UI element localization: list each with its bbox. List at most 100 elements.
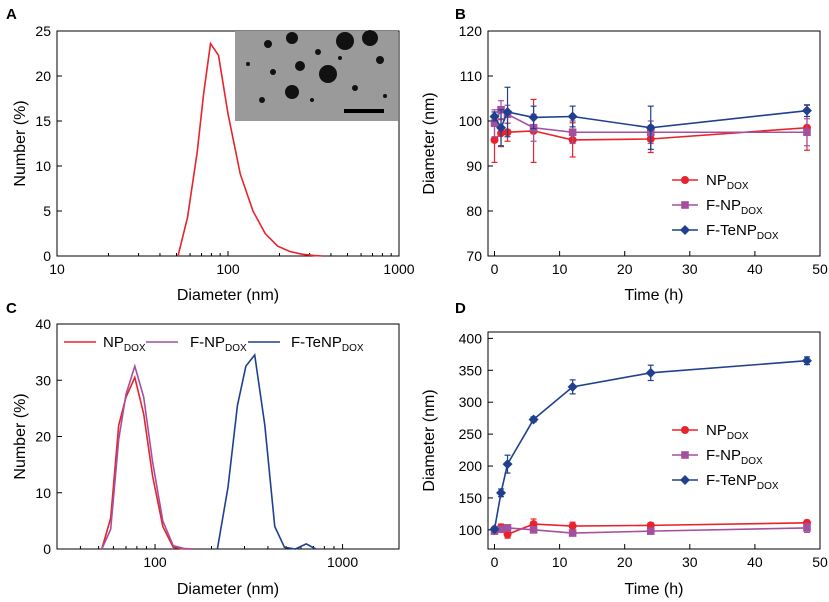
panel-letter: A — [6, 6, 17, 23]
legend-label-FTeNP: F-TeNPDOX — [706, 472, 779, 492]
tem-particle — [338, 56, 342, 60]
data-point — [528, 414, 539, 425]
y-axis-label: Diameter (nm) — [421, 92, 438, 194]
data-point — [645, 367, 656, 378]
tem-particle — [285, 85, 299, 99]
legend-marker — [681, 201, 689, 209]
y-tick-label: 0 — [43, 541, 51, 557]
series-FTeNP — [216, 352, 317, 550]
series-line — [101, 363, 194, 550]
legend-label-subscript: DOX — [727, 181, 749, 192]
data-point — [502, 107, 513, 117]
data-point — [568, 529, 577, 537]
x-tick-label: 0 — [491, 554, 499, 570]
legend-label-subscript: DOX — [225, 343, 247, 354]
tem-particle — [295, 61, 305, 71]
y-tick-label: 20 — [35, 68, 51, 84]
legend-label-subscript: DOX — [124, 343, 146, 354]
y-tick-label: 5 — [43, 203, 51, 219]
tem-particle — [383, 94, 387, 98]
tem-inset — [235, 30, 398, 121]
legend-label-name: F-TeNP — [291, 334, 342, 351]
legend-label-subscript: DOX — [342, 343, 364, 354]
x-axis-label: Diameter (nm) — [177, 287, 279, 304]
y-tick-label: 100 — [459, 113, 483, 129]
data-point — [528, 112, 539, 123]
y-tick-label: 150 — [459, 490, 483, 506]
series-NP — [177, 41, 324, 257]
data-point — [503, 524, 512, 532]
panel-B: B 0 10 20 30 40 50 70 80 90 100 110 120 Time (h) Diame… — [421, 6, 828, 304]
tem-inset-background — [235, 31, 398, 121]
y-tick-label: 0 — [43, 248, 51, 264]
y-tick-label: 40 — [35, 316, 51, 332]
data-point — [497, 525, 505, 534]
panel-A: A 10 100 1000 0 5 10 15 20 25 Diameter (nm) Number … — [6, 6, 415, 304]
tem-particle — [286, 32, 298, 44]
tem-particle — [310, 98, 314, 102]
legend: NPDOX F-NPDOX F-TeNP DOX — [672, 172, 779, 242]
data-point — [489, 111, 500, 122]
data-point — [803, 524, 811, 532]
legend-marker — [681, 426, 689, 434]
x-axis-label: Diameter (nm) — [177, 581, 279, 598]
y-tick-label: 25 — [35, 23, 51, 39]
x-axis-label: Time (h) — [625, 581, 684, 598]
y-tick-label: 10 — [35, 485, 51, 501]
data-point — [645, 122, 656, 133]
panel-letter: C — [6, 300, 17, 317]
tem-particle — [336, 32, 354, 50]
data-point — [801, 355, 812, 366]
y-axis-label: Number (%) — [12, 393, 29, 479]
data-point — [567, 111, 578, 122]
legend-marker — [680, 225, 690, 235]
data-point — [567, 381, 578, 392]
y-axis-label: Number (%) — [12, 100, 29, 186]
y-tick-label: 250 — [459, 426, 483, 442]
legend-label-name: F-TeNP — [706, 222, 757, 239]
tem-particle — [259, 97, 265, 103]
x-tick-label: 30 — [682, 261, 698, 277]
x-tick-label: 100 — [216, 261, 240, 277]
legend-label-NP: NPDOX — [706, 172, 749, 192]
legend-label-subscript: DOX — [757, 481, 779, 492]
x-tick-label: 0 — [491, 261, 499, 277]
series-line — [101, 374, 194, 550]
legend-marker — [681, 451, 689, 459]
plot-frame — [56, 323, 400, 550]
tem-particle — [319, 65, 337, 83]
x-tick-label: 10 — [552, 261, 568, 277]
y-axis-label: Diameter (nm) — [421, 389, 438, 491]
y-tick-label: 30 — [35, 372, 51, 388]
legend-label-NP: NPDOX — [706, 422, 749, 442]
series-line — [493, 359, 808, 530]
y-tick-label: 70 — [466, 248, 482, 264]
data-point — [646, 527, 655, 535]
legend-label-name: F-NP — [706, 197, 741, 214]
y-tick-label: 350 — [459, 362, 483, 378]
x-tick-label: 10 — [552, 554, 568, 570]
plot-frame — [487, 331, 821, 550]
data-point — [496, 122, 507, 133]
x-tick-label: 50 — [812, 261, 828, 277]
series-line — [177, 41, 324, 257]
x-tick-label: 1000 — [383, 261, 414, 277]
series-line — [216, 352, 317, 550]
y-tick-label: 15 — [35, 113, 51, 129]
series-FTeNP — [489, 355, 812, 535]
data-point — [490, 119, 499, 128]
y-tick-label: 10 — [35, 158, 51, 174]
x-tick-label: 40 — [747, 554, 763, 570]
data-point — [490, 135, 499, 144]
x-axis-label: Time (h) — [625, 287, 684, 304]
legend-label-name: F-NP — [190, 334, 225, 351]
series-FNP — [101, 363, 194, 550]
data-point — [496, 487, 507, 498]
panel-letter: D — [455, 300, 466, 317]
legend-label-FNP: F-NPDOX — [706, 197, 763, 217]
series-FTeNP — [489, 86, 812, 150]
tem-particle — [352, 85, 358, 91]
x-tick-label: 20 — [617, 554, 633, 570]
data-point — [502, 459, 513, 470]
